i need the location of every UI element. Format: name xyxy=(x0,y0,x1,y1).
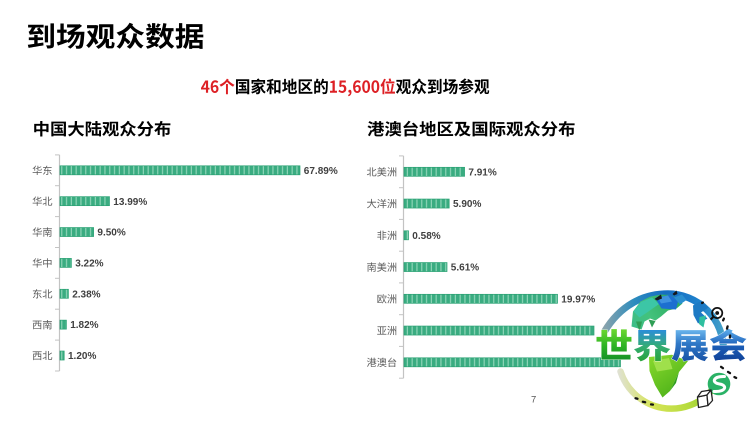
svg-text:7: 7 xyxy=(531,395,536,406)
svg-text:1.20%: 1.20% xyxy=(68,351,96,362)
svg-text:9.50%: 9.50% xyxy=(97,228,125,239)
svg-text:5.61%: 5.61% xyxy=(451,263,479,274)
svg-text:13.99%: 13.99% xyxy=(113,197,147,208)
svg-text:2.38%: 2.38% xyxy=(72,289,100,300)
svg-text:5.90%: 5.90% xyxy=(453,199,481,210)
svg-text:0.58%: 0.58% xyxy=(412,231,440,242)
svg-text:67.89%: 67.89% xyxy=(304,166,338,177)
svg-text:1.82%: 1.82% xyxy=(70,320,98,331)
svg-text:19.97%: 19.97% xyxy=(561,294,595,305)
svg-text:7.91%: 7.91% xyxy=(468,167,496,178)
svg-text:3.22%: 3.22% xyxy=(75,259,103,270)
